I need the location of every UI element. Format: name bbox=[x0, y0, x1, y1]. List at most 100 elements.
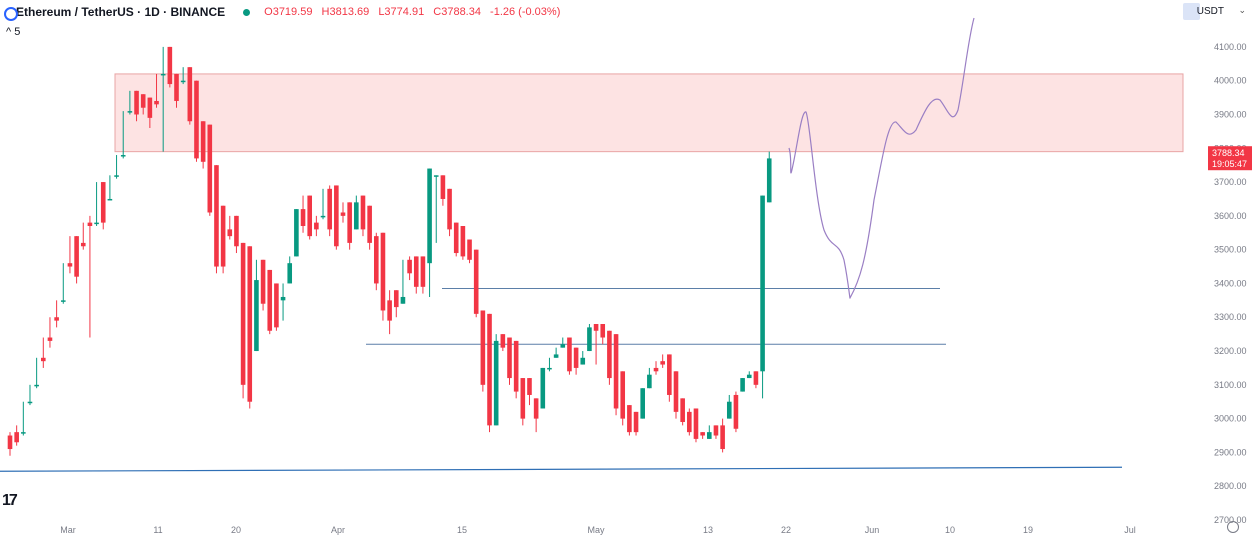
candle-body bbox=[180, 80, 186, 83]
candle-body bbox=[620, 371, 626, 419]
candle-body bbox=[314, 222, 319, 230]
candle-body bbox=[134, 90, 139, 115]
candle-body bbox=[707, 432, 712, 439]
support-line bbox=[0, 466, 1123, 472]
candle-body bbox=[387, 300, 392, 321]
chevron-down-icon[interactable]: ⌄ bbox=[1238, 5, 1246, 15]
candle-body bbox=[54, 317, 59, 321]
y-tick-label: 3100.00 bbox=[1214, 380, 1247, 390]
candle-body bbox=[613, 334, 619, 409]
candle-body bbox=[413, 256, 419, 287]
candle-body bbox=[746, 374, 752, 379]
candle-body bbox=[307, 195, 312, 237]
candle-body bbox=[27, 401, 33, 404]
candle-body bbox=[427, 168, 432, 264]
candle-body bbox=[207, 124, 213, 213]
ohlc-values: O3719.59 H3813.69 L3774.91 C3788.34 -1.2… bbox=[264, 6, 566, 18]
candle-body bbox=[267, 269, 273, 331]
y-tick-label: 2800.00 bbox=[1214, 481, 1247, 491]
y-tick-label: 3900.00 bbox=[1214, 109, 1247, 119]
x-tick-label: 15 bbox=[457, 525, 467, 535]
y-tick-label: 2700.00 bbox=[1214, 515, 1247, 525]
candle-body bbox=[220, 205, 226, 267]
candle-body bbox=[713, 425, 719, 436]
candle-body bbox=[340, 212, 346, 216]
candle-body bbox=[440, 175, 446, 199]
candle-body bbox=[100, 182, 106, 223]
candle-body bbox=[726, 401, 732, 419]
x-tick-label: Mar bbox=[60, 525, 76, 535]
y-tick-label: 3600.00 bbox=[1214, 211, 1247, 221]
x-tick-label: Jul bbox=[1124, 525, 1136, 535]
candle-body bbox=[527, 378, 532, 395]
candle-body bbox=[400, 296, 406, 304]
candle-body bbox=[274, 283, 279, 328]
candle-body bbox=[573, 347, 579, 368]
candle-body bbox=[607, 330, 612, 379]
resistance-zone bbox=[114, 73, 1184, 153]
candle-body bbox=[294, 209, 299, 257]
y-tick-label: 2900.00 bbox=[1214, 447, 1247, 457]
candle-body bbox=[480, 310, 486, 385]
candle-body bbox=[600, 324, 606, 338]
candle-body bbox=[753, 371, 759, 385]
candle-body bbox=[693, 408, 699, 439]
candle-body bbox=[80, 242, 86, 247]
candle-body bbox=[154, 100, 159, 105]
candle-body bbox=[94, 222, 99, 225]
candle-body bbox=[227, 229, 233, 237]
candle-body bbox=[407, 259, 412, 274]
candle-body bbox=[507, 337, 512, 379]
candle-body bbox=[174, 73, 179, 101]
candle-body bbox=[547, 367, 552, 370]
candle-body bbox=[493, 340, 499, 426]
candle-body bbox=[460, 226, 466, 257]
x-tick-label: 20 bbox=[231, 525, 241, 535]
settings-icon[interactable] bbox=[1227, 521, 1239, 533]
candle-body bbox=[87, 222, 93, 226]
candle-body bbox=[627, 405, 632, 433]
countdown-value: 19:05:47 bbox=[1212, 159, 1247, 169]
candle-body bbox=[500, 334, 506, 348]
y-tick-label: 3000.00 bbox=[1214, 414, 1247, 424]
candle-body bbox=[473, 249, 479, 314]
candle-body bbox=[553, 354, 559, 358]
fullscreen-button[interactable] bbox=[1183, 3, 1200, 20]
tradingview-logo-icon bbox=[4, 7, 18, 21]
candle-body bbox=[673, 371, 679, 412]
candle-body bbox=[567, 337, 572, 372]
open-value: O3719.59 bbox=[264, 6, 313, 18]
candle-body bbox=[360, 195, 366, 230]
x-tick-label: Apr bbox=[331, 525, 345, 535]
candle-body bbox=[513, 340, 519, 392]
candle-body bbox=[320, 215, 326, 218]
symbol-label[interactable]: Ethereum / TetherUS · 1D · BINANCE bbox=[16, 5, 226, 19]
last-price-tag bbox=[1208, 146, 1252, 171]
candle-body bbox=[347, 202, 352, 243]
candle-body bbox=[540, 367, 546, 409]
candle-body bbox=[187, 67, 193, 122]
x-tick-label: 19 bbox=[1023, 525, 1033, 535]
candle-body bbox=[367, 205, 372, 243]
candle-body bbox=[760, 195, 765, 372]
candle-body bbox=[720, 425, 725, 450]
candle-body bbox=[34, 384, 39, 387]
y-tick-label: 3200.00 bbox=[1214, 346, 1247, 356]
currency-label[interactable]: USDT bbox=[1196, 6, 1224, 17]
candle-body bbox=[120, 155, 126, 157]
projection-path bbox=[788, 17, 975, 299]
collapse-toggle[interactable]: ^ 5 bbox=[6, 26, 21, 38]
y-tick-label: 4000.00 bbox=[1214, 76, 1247, 86]
candle-body bbox=[140, 94, 146, 108]
candle-body bbox=[334, 185, 339, 247]
candle-body bbox=[587, 327, 592, 352]
candle-body bbox=[633, 411, 639, 433]
candle-body bbox=[127, 111, 133, 113]
candle-body bbox=[280, 296, 286, 301]
candle-body bbox=[194, 80, 199, 159]
candle-body bbox=[533, 398, 539, 419]
candle-body bbox=[160, 73, 166, 76]
candle-body bbox=[560, 344, 566, 348]
candle-body bbox=[420, 256, 426, 287]
